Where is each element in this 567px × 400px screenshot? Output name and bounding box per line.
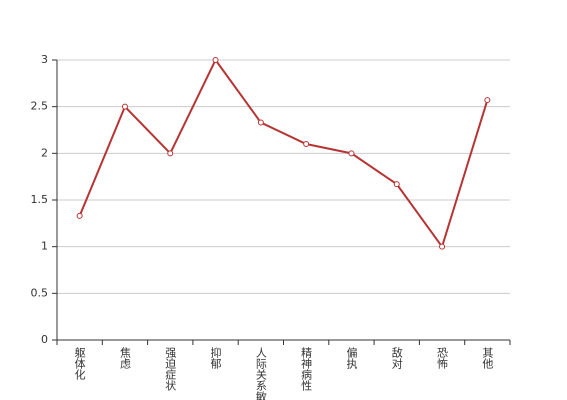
y-tick-label: 0: [41, 333, 48, 346]
x-tick-label: 其他: [481, 347, 494, 369]
x-tick-label: 焦虑: [118, 347, 131, 369]
x-tick-label: 敌对: [390, 346, 403, 369]
point: [167, 150, 174, 157]
point: [121, 103, 128, 110]
y-tick-label: 2.5: [31, 100, 49, 113]
point: [303, 141, 310, 147]
y-tick-label: 1.5: [31, 193, 49, 206]
point: [439, 243, 446, 250]
line: [78, 58, 489, 249]
x-tick-label: 恐怖: [436, 347, 449, 369]
y-tick-label: 0.5: [31, 286, 49, 299]
x-tick-label: 强迫症状: [164, 347, 177, 391]
point: [212, 57, 219, 63]
point: [393, 181, 400, 188]
x-tick-label: 躯体化: [73, 347, 86, 381]
x-tick-label: 偏执: [345, 346, 358, 370]
y-tick-label: 1: [41, 240, 48, 253]
y-tick-label: 2: [41, 146, 48, 159]
y-tick-label: 3: [41, 53, 48, 66]
point: [257, 119, 264, 126]
point: [76, 212, 83, 219]
x-tick-label: 人际关系敏感: [254, 347, 267, 400]
point: [348, 150, 355, 157]
x-tick-label: 精神病性: [300, 347, 313, 392]
point: [484, 97, 491, 104]
x-tick-label: 抑郁: [209, 346, 222, 369]
